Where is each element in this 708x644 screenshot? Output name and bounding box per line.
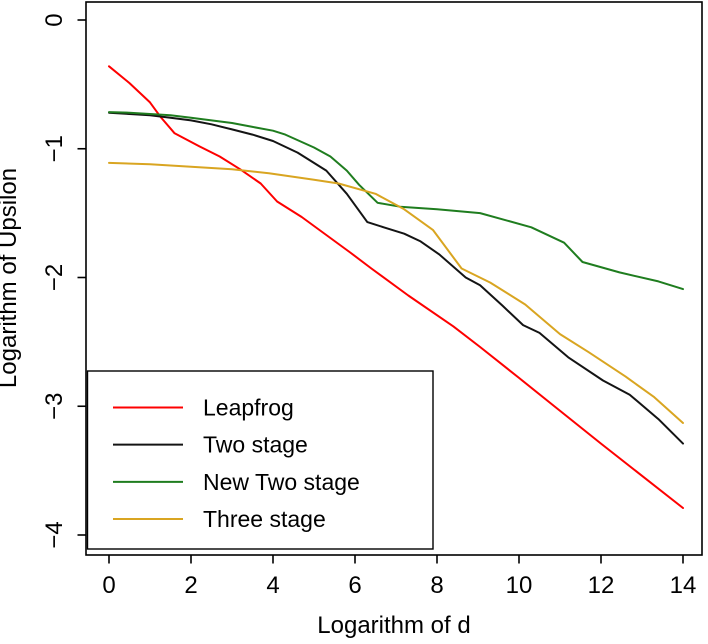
series-line-new-two-stage <box>108 111 684 291</box>
series-line-leapfrog <box>108 65 684 509</box>
legend-label-leapfrog: Leapfrog <box>203 395 294 421</box>
y-tick-label: −4 <box>41 521 68 548</box>
x-tick-label: 8 <box>430 572 443 599</box>
x-tick-label: 0 <box>102 572 115 599</box>
x-tick-label: 14 <box>670 572 697 599</box>
y-axis: 0 −1 −2 −3 −4 <box>41 13 86 549</box>
x-axis-title: Logarithm of d <box>317 612 470 639</box>
legend-label-three-stage: Three stage <box>203 506 326 532</box>
series-line-three-stage <box>108 161 684 424</box>
x-tick-label: 6 <box>348 572 361 599</box>
legend-label-two-stage: Two stage <box>203 432 308 458</box>
plot-box <box>85 1 703 556</box>
y-tick-label: −3 <box>41 393 68 420</box>
series-lines <box>108 65 684 509</box>
x-tick-label: 10 <box>506 572 533 599</box>
x-tick-label: 2 <box>184 572 197 599</box>
y-tick-label: −2 <box>41 264 68 291</box>
y-tick-label: −1 <box>41 135 68 162</box>
y-axis-title: Logarithm of Upsilon <box>0 168 22 388</box>
x-tick-label: 12 <box>588 572 615 599</box>
legend-label-new-two-stage: New Two stage <box>203 469 360 495</box>
y-tick-label: 0 <box>41 13 68 26</box>
series-line-two-stage <box>108 111 684 445</box>
x-tick-label: 4 <box>266 572 279 599</box>
legend: Leapfrog Two stage New Two stage Three stag… <box>86 370 434 550</box>
x-axis: 0 2 4 6 8 10 12 14 <box>102 555 696 599</box>
